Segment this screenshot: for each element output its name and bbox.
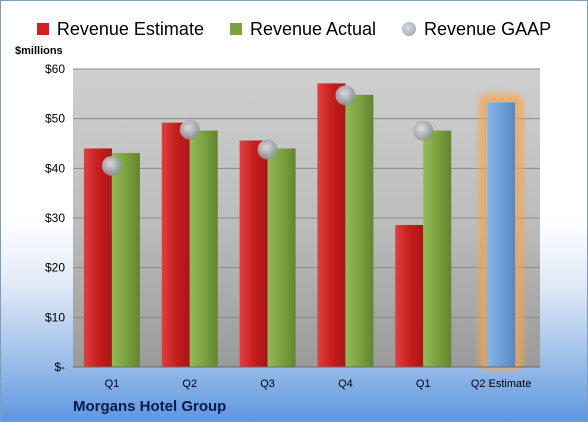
- bar-estimate: [239, 140, 268, 367]
- legend-label-gaap: Revenue GAAP: [424, 18, 552, 39]
- gaap-marker: [101, 155, 122, 176]
- legend-item-estimate: Revenue Estimate: [36, 18, 204, 40]
- legend-label-actual: Revenue Actual: [249, 18, 377, 39]
- bar-actual: [345, 94, 374, 368]
- bar-actual: [111, 152, 140, 367]
- x-tick-label: Q4: [338, 378, 353, 390]
- y-tick-label: $30: [45, 211, 65, 225]
- gaap-marker: [413, 120, 434, 141]
- y-tick-label: $10: [45, 310, 65, 324]
- bar-actual: [423, 130, 452, 367]
- legend: Revenue Estimate Revenue Actual Revenue …: [1, 17, 587, 41]
- gaap-marker: [335, 85, 356, 106]
- bar-estimate: [161, 122, 190, 367]
- x-tick-label: Q2 Estimate: [471, 378, 532, 390]
- bar-actual: [267, 148, 296, 367]
- legend-swatch-actual: [229, 23, 242, 35]
- y-tick-label: $60: [45, 62, 65, 76]
- legend-item-actual: Revenue Actual: [229, 18, 377, 40]
- gaap-marker: [179, 119, 200, 140]
- legend-item-gaap: Revenue GAAP: [402, 19, 551, 40]
- x-tick-label: Q1: [416, 378, 431, 390]
- y-tick-label: $50: [45, 112, 65, 126]
- legend-label-estimate: Revenue Estimate: [56, 18, 204, 39]
- y-unit-label: $millions: [15, 45, 63, 57]
- bar-estimate: [395, 224, 424, 367]
- x-tick-label: Q3: [260, 378, 275, 390]
- x-tick-label: Q1: [105, 378, 120, 390]
- legend-swatch-estimate: [36, 23, 49, 35]
- gaap-marker: [257, 139, 278, 160]
- x-tick-label: Q2: [182, 378, 197, 390]
- bar-forecast: [487, 102, 516, 367]
- bar-actual: [189, 130, 218, 367]
- y-tick-label: $20: [45, 261, 65, 275]
- company-name: Morgans Hotel Group: [73, 398, 227, 415]
- bar-estimate: [317, 83, 346, 368]
- y-tick-label: $40: [45, 161, 65, 175]
- legend-swatch-gaap: [402, 22, 417, 36]
- y-tick-label: $-: [54, 360, 65, 374]
- bar-estimate: [83, 148, 112, 367]
